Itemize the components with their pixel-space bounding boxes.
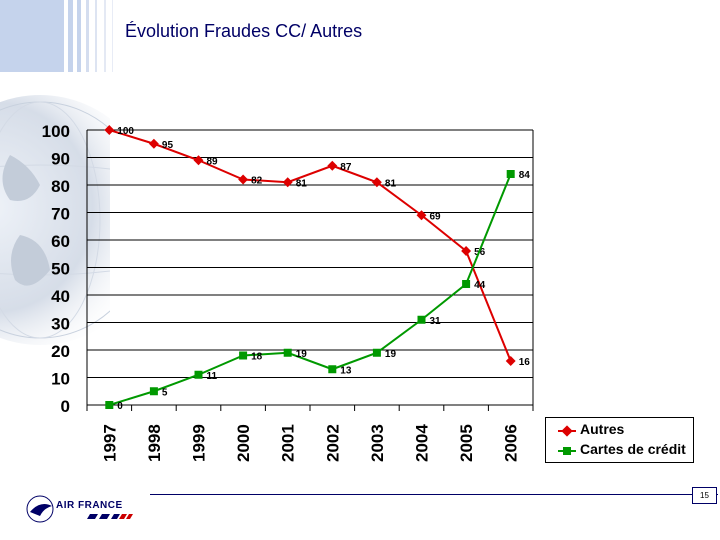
y-tick-label: 100 [42,122,70,141]
data-label: 19 [296,349,308,360]
data-point [193,155,204,166]
data-label: 5 [162,387,168,398]
logo-text: AIR FRANCE [56,500,123,511]
globe-background [0,95,110,345]
data-label: 0 [117,401,123,412]
legend-label-cartes: Cartes de crédit [580,441,686,457]
data-label: 89 [207,156,219,167]
data-point [148,138,159,149]
legend-label-autres: Autres [580,421,625,437]
data-label: 18 [251,352,263,363]
data-label: 87 [340,162,352,173]
y-tick-label: 0 [61,397,70,416]
series-line-autres [109,129,512,362]
y-tick-label: 30 [51,315,70,334]
x-tick-label: 2004 [413,424,432,462]
y-tick-label: 20 [51,342,70,361]
x-tick-label: 1997 [100,424,119,462]
data-point [417,315,426,324]
data-label: 11 [207,371,218,382]
y-tick-label: 70 [51,205,70,224]
y-tick-label: 80 [51,177,70,196]
data-point [104,125,115,135]
data-label: 19 [385,349,397,360]
y-tick-label: 10 [51,370,70,389]
footer-divider [150,494,718,495]
data-point [416,210,427,221]
data-label: 81 [296,178,308,189]
data-point [462,280,471,288]
chart-legend: Autres Cartes de crédit [545,417,694,463]
data-point [194,370,203,379]
data-label: 31 [430,316,442,327]
y-tick-label: 40 [51,287,70,306]
data-label: 100 [117,126,134,137]
x-tick-label: 2005 [457,424,476,462]
data-label: 69 [430,211,442,222]
data-label: 81 [385,178,397,189]
x-tick-label: 2000 [234,424,253,462]
data-point [505,356,516,366]
data-point [283,348,292,357]
data-point [149,387,158,396]
data-point [105,401,114,409]
data-point [371,177,382,188]
x-tick-label: 2001 [279,424,298,462]
air-france-logo [26,495,133,523]
series-line-cartes [109,173,512,406]
data-label: 95 [162,140,174,151]
data-point [328,365,337,374]
data-point [238,174,249,185]
y-tick-label: 50 [51,260,70,279]
x-tick-label: 2003 [368,424,387,462]
data-label: 84 [519,170,531,181]
slide-title: Évolution Fraudes CC/ Autres [125,21,363,41]
data-label: 13 [340,365,352,376]
y-tick-label: 60 [51,232,70,251]
x-tick-label: 2002 [323,424,342,462]
data-label: 82 [251,176,263,187]
data-point [372,348,381,357]
x-tick-label: 2006 [502,424,521,462]
data-label: 44 [474,280,486,291]
data-point [282,177,293,188]
x-tick-label: 1999 [190,424,209,462]
data-point [461,246,472,256]
y-tick-label: 90 [51,150,70,169]
header-stripes [0,0,115,72]
page-number: 15 [692,487,717,504]
data-point [327,160,338,171]
data-point [239,351,248,360]
data-label: 16 [519,357,531,368]
x-tick-label: 1998 [145,424,164,462]
data-point [506,170,515,178]
